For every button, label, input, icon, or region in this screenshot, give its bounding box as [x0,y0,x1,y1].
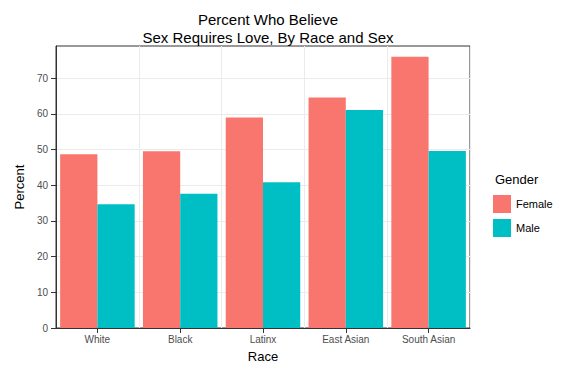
svg-text:South Asian: South Asian [402,334,455,345]
svg-text:10: 10 [37,287,49,298]
svg-text:Latinx: Latinx [250,334,277,345]
svg-text:50: 50 [37,144,49,155]
svg-text:Race: Race [248,349,278,364]
svg-text:White: White [85,334,111,345]
svg-text:70: 70 [37,73,49,84]
svg-text:Percent Who Believe: Percent Who Believe [198,11,338,28]
svg-text:Sex Requires Love, By Race and: Sex Requires Love, By Race and Sex [143,29,394,46]
svg-text:Black: Black [168,334,193,345]
svg-text:Gender: Gender [495,172,539,187]
svg-text:30: 30 [37,215,49,226]
svg-text:20: 20 [37,251,49,262]
svg-text:40: 40 [37,180,49,191]
svg-text:0: 0 [42,323,48,334]
svg-text:East Asian: East Asian [322,334,369,345]
svg-text:60: 60 [37,108,49,119]
svg-text:Male: Male [516,222,540,234]
svg-text:Female: Female [516,198,553,210]
svg-text:Percent: Percent [12,164,27,209]
